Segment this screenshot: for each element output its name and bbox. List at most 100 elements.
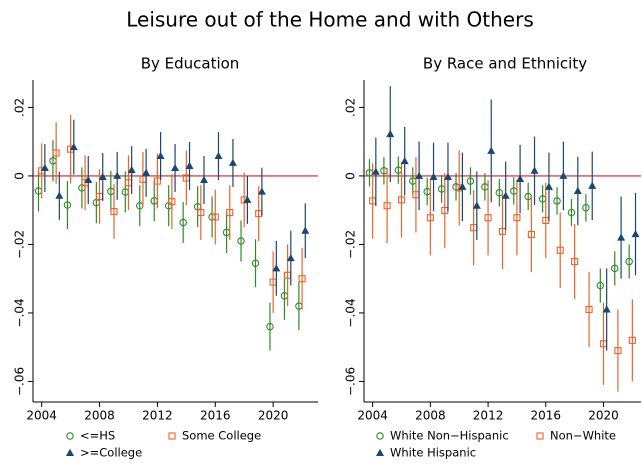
- marker: [200, 175, 208, 184]
- legend-label: >=College: [80, 446, 142, 460]
- marker: [487, 146, 496, 154]
- figure-title: Leisure out of the Home and with Others: [126, 8, 534, 32]
- x-tick-label: 2008: [415, 409, 446, 423]
- marker: [286, 253, 295, 262]
- marker: [153, 177, 161, 185]
- marker: [376, 448, 384, 456]
- marker: [472, 201, 481, 209]
- x-tick-label: 2004: [357, 409, 388, 423]
- marker: [400, 156, 409, 165]
- marker: [527, 230, 535, 239]
- marker: [251, 259, 260, 268]
- marker: [272, 264, 281, 272]
- marker: [426, 214, 434, 222]
- marker: [617, 233, 626, 241]
- marker: [237, 237, 245, 245]
- marker: [266, 322, 274, 331]
- marker: [66, 448, 74, 456]
- marker: [228, 158, 237, 166]
- marker: [171, 163, 180, 172]
- marker: [484, 214, 492, 222]
- marker: [257, 187, 266, 195]
- marker: [185, 161, 194, 169]
- marker: [513, 214, 521, 222]
- panel-title: By Education: [141, 55, 240, 73]
- marker: [516, 174, 525, 182]
- y-tick-label: 0: [344, 172, 358, 180]
- marker: [530, 166, 539, 174]
- marker: [571, 258, 579, 266]
- marker: [495, 188, 504, 197]
- marker: [84, 175, 93, 184]
- marker: [63, 201, 72, 209]
- marker: [156, 151, 165, 160]
- marker: [553, 197, 561, 205]
- panel-title: By Race and Ethnicity: [423, 55, 587, 73]
- marker: [113, 171, 122, 179]
- y-tick-label: −.04: [13, 298, 27, 327]
- legend-label: White Hispanic: [390, 446, 476, 460]
- marker: [610, 264, 619, 273]
- plot-area: [364, 86, 641, 392]
- x-tick-label: 2016: [200, 409, 231, 423]
- marker: [556, 246, 564, 254]
- x-tick-label: 2020: [258, 409, 289, 423]
- x-tick-label: 2012: [142, 409, 173, 423]
- marker: [415, 171, 424, 179]
- x-tick-label: 2016: [531, 409, 562, 423]
- marker: [536, 432, 544, 440]
- y-tick-label: 0: [13, 172, 27, 180]
- marker: [458, 182, 467, 190]
- legend-label: Some College: [182, 429, 261, 443]
- marker: [55, 191, 64, 199]
- marker: [397, 196, 406, 204]
- marker: [69, 142, 78, 151]
- marker: [127, 165, 136, 174]
- plot-area: [33, 114, 318, 351]
- y-tick-label: −.02: [344, 230, 358, 259]
- y-tick-label: .02: [344, 98, 358, 117]
- marker: [498, 227, 507, 235]
- x-tick-label: 2004: [26, 409, 57, 423]
- marker: [544, 182, 553, 190]
- marker: [142, 168, 151, 176]
- x-tick-label: 2008: [84, 409, 115, 423]
- marker: [614, 347, 622, 355]
- marker: [443, 172, 452, 180]
- marker: [559, 171, 568, 179]
- marker: [168, 432, 176, 440]
- marker: [386, 129, 395, 138]
- y-tick-label: −.06: [344, 367, 358, 396]
- marker: [625, 257, 633, 266]
- marker: [596, 281, 605, 290]
- y-tick-label: −.04: [344, 298, 358, 327]
- marker: [52, 149, 60, 157]
- marker: [371, 167, 380, 175]
- marker: [524, 192, 532, 201]
- x-tick-label: 2020: [588, 409, 619, 423]
- marker: [197, 209, 205, 217]
- marker: [628, 336, 636, 344]
- marker: [588, 181, 597, 189]
- marker: [376, 432, 384, 440]
- marker: [168, 198, 176, 206]
- marker: [298, 275, 306, 283]
- marker: [40, 163, 49, 172]
- marker: [466, 177, 475, 185]
- x-tick-label: 2012: [473, 409, 504, 423]
- y-tick-label: −.02: [13, 230, 27, 259]
- marker: [501, 191, 510, 199]
- marker: [211, 213, 219, 221]
- marker: [226, 209, 234, 217]
- marker: [585, 305, 593, 314]
- marker: [567, 208, 576, 217]
- marker: [602, 305, 611, 313]
- marker: [383, 202, 391, 210]
- legend-label: Non−White: [550, 429, 616, 443]
- legend-label: White Non−Hispanic: [390, 429, 509, 443]
- marker: [110, 207, 118, 216]
- marker: [301, 226, 310, 234]
- marker: [66, 432, 74, 440]
- marker: [582, 204, 590, 212]
